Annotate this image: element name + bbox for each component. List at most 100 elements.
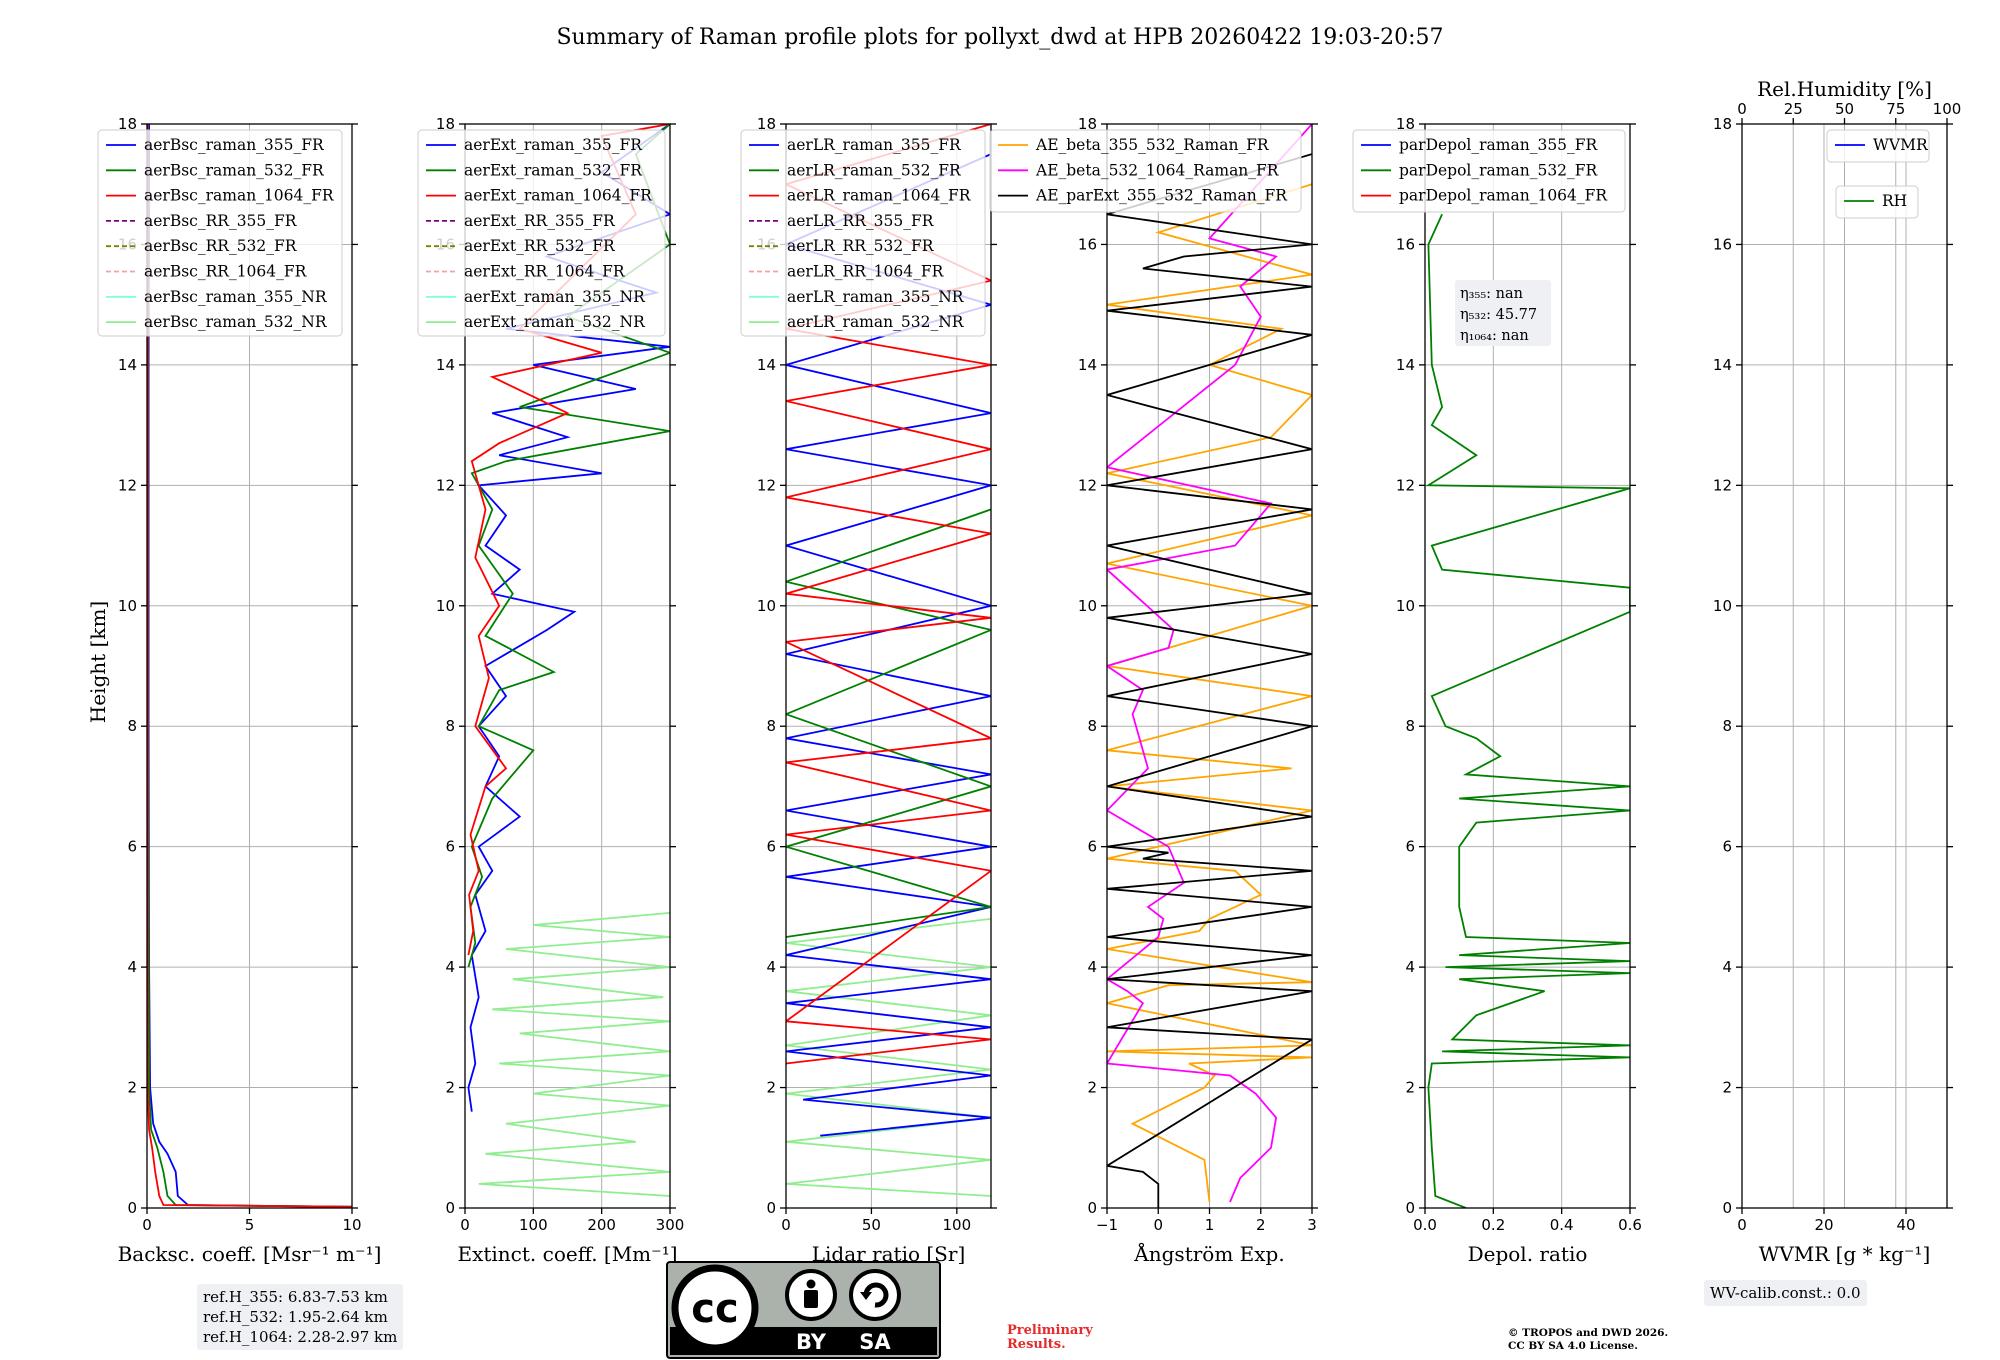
y-tick-label: 12: [1713, 476, 1732, 494]
legend-label: aerLR_RR_532_FR: [787, 237, 935, 255]
x-tick-label: 50: [862, 1216, 881, 1234]
top-x-tick-label: 25: [1784, 100, 1803, 118]
x-tick-label: 0.6: [1618, 1216, 1642, 1234]
legend-label: parDepol_raman_1064_FR: [1399, 187, 1608, 205]
legend-label: parDepol_raman_355_FR: [1399, 136, 1599, 154]
y-tick-label: 16: [1078, 235, 1097, 253]
legend-label: aerBsc_raman_1064_FR: [144, 187, 335, 205]
series-group: [1425, 213, 1630, 1208]
legend: aerBsc_raman_355_FR aerBsc_raman_532_FRae…: [97, 129, 343, 337]
y-tick-label: 10: [1713, 597, 1732, 615]
legend-label: aerLR_raman_355_NR: [787, 288, 965, 306]
legend: aerLR_raman_355_FR aerLR_raman_532_FR aerL…: [740, 129, 986, 337]
top-x-tick-label: 50: [1835, 100, 1854, 118]
x-tick-label: 0.4: [1550, 1216, 1574, 1234]
sa-share-icon: [849, 1269, 901, 1321]
y-tick-label: 8: [766, 717, 776, 735]
y-tick-label: 12: [1078, 476, 1097, 494]
axes-frame: [785, 123, 992, 1209]
y-tick-label: 0: [1722, 1199, 1732, 1217]
y-tick-label: 14: [436, 356, 455, 374]
legend-label: aerBsc_raman_532_FR: [144, 161, 325, 179]
cc-by-sa-badge: cc BY SA: [666, 1261, 941, 1359]
y-tick-label: 10: [1078, 597, 1097, 615]
y-tick-label: 8: [127, 717, 137, 735]
legend-label: aerExt_raman_355_FR: [464, 136, 643, 154]
series-group: [147, 124, 352, 1208]
preliminary-line-1: Preliminary: [1007, 1323, 1093, 1338]
x-tick-label: 200: [587, 1216, 616, 1234]
y-tick-label: 4: [445, 958, 455, 976]
legend-label: aerBsc_raman_355_FR: [144, 136, 325, 154]
y-tick-label: 2: [1087, 1079, 1097, 1097]
y-tick-label: 12: [118, 476, 137, 494]
y-tick-label: 8: [1405, 717, 1415, 735]
legend-label: AE_parExt_355_532_Raman_FR: [1035, 187, 1288, 205]
x-tick-label: 0.2: [1481, 1216, 1505, 1234]
legend-label: aerBsc_RR_1064_FR: [144, 263, 308, 281]
by-person-body: [804, 1290, 818, 1308]
x-tick-label: 5: [245, 1216, 255, 1234]
preliminary-line-2: Results.: [1007, 1337, 1066, 1352]
x-tick-label: 0: [781, 1216, 791, 1234]
y-tick-label: 2: [1722, 1079, 1732, 1097]
top-x-axis-label: Rel.Humidity [%]: [1757, 77, 1932, 101]
series-group: [1107, 124, 1312, 1208]
copyright-note: © TROPOS and DWD 2026. CC BY SA 4.0 Lice…: [1508, 1327, 1668, 1353]
y-axis-label: Height [km]: [86, 601, 110, 723]
y-tick-label: 2: [766, 1079, 776, 1097]
x-tick-label: 300: [656, 1216, 685, 1234]
cc-circle-icon: [671, 1264, 759, 1352]
y-tick-label: 18: [118, 115, 137, 133]
legend-box: [989, 129, 1302, 213]
x-tick-label: −1: [1096, 1216, 1118, 1234]
y-tick-label: 10: [757, 597, 776, 615]
y-tick-label: 18: [1396, 115, 1415, 133]
y-tick-label: 6: [766, 838, 776, 856]
y-tick-label: 6: [1405, 838, 1415, 856]
copyright-line-1: © TROPOS and DWD 2026.: [1508, 1327, 1669, 1339]
wv-calib-text: WV-calib.const.: 0.0: [1710, 1284, 1861, 1302]
y-tick-label: 2: [1405, 1079, 1415, 1097]
refh-1064: ref.H_1064: 2.28-2.97 km: [203, 1328, 398, 1346]
y-tick-label: 8: [1087, 717, 1097, 735]
series-line-aerLR_raman_532_NR: [786, 918, 991, 1197]
sa-text: SA: [859, 1330, 891, 1354]
y-tick-label: 12: [436, 476, 455, 494]
axes-frame: [1424, 123, 1631, 1209]
legend-label: aerBsc_RR_355_FR: [144, 212, 298, 230]
y-tick-label: 10: [118, 597, 137, 615]
legend-label: aerExt_raman_532_NR: [464, 313, 646, 331]
legend-label: aerBsc_RR_532_FR: [144, 237, 298, 255]
x-tick-label: 0: [1737, 1216, 1747, 1234]
x-axis-label: Depol. ratio: [1468, 1242, 1588, 1266]
legend: AE_beta_355_532_Raman_FR AE_beta_532_1064…: [989, 129, 1302, 213]
legend-box: [1352, 129, 1626, 213]
x-tick-label: 0.0: [1413, 1216, 1437, 1234]
x-tick-label: 20: [1814, 1216, 1833, 1234]
y-tick-label: 8: [1722, 717, 1732, 735]
y-tick-label: 0: [1405, 1199, 1415, 1217]
y-tick-label: 8: [445, 717, 455, 735]
y-tick-label: 10: [436, 597, 455, 615]
legend: RH: [1835, 185, 1919, 219]
y-tick-label: 6: [127, 838, 137, 856]
wv-calib-box: WV-calib.const.: 0.0: [1704, 1280, 1867, 1306]
legend-label: aerLR_raman_1064_FR: [787, 187, 972, 205]
top-x-tick-label: 100: [1933, 100, 1962, 118]
x-tick-label: 0: [460, 1216, 470, 1234]
top-x-tick-label: 0: [1737, 100, 1747, 118]
panel-depol: 0 2 4 6 8 10 12 14 16 18 0.0 0.2 0.4 0.6 Depol. ratio p…: [1352, 115, 1642, 1266]
reference-height-box: ref.H_355: 6.83-7.53 km ref.H_532: 1.95-…: [197, 1284, 404, 1350]
legend-label: aerLR_RR_355_FR: [787, 212, 935, 230]
y-tick-label: 16: [1713, 235, 1732, 253]
y-tick-label: 4: [766, 958, 776, 976]
legend-box: [97, 129, 343, 337]
preliminary-note: Preliminary Results.: [1007, 1324, 1093, 1352]
series-line-aerExt_raman_532_NR: [478, 912, 670, 1197]
sa-arrow-arc: [863, 1282, 889, 1308]
x-tick-label: 0: [1153, 1216, 1163, 1234]
series-line-parDepol_raman_532_FR: [1425, 213, 1630, 1208]
y-tick-label: 0: [127, 1199, 137, 1217]
